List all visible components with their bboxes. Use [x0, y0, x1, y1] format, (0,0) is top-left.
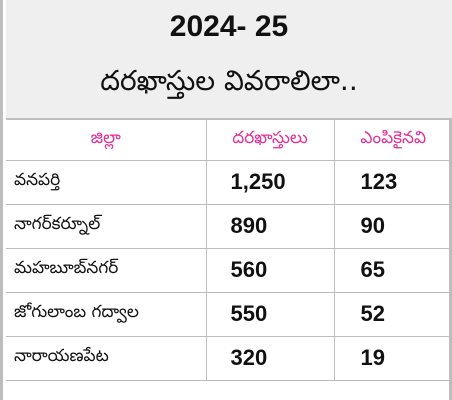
- district-cell: నారాయణపేట: [6, 335, 207, 381]
- table-row: నాగర్‌కర్నూల్ 890 90: [6, 203, 452, 249]
- column-header-district: జిల్లా: [6, 120, 207, 161]
- column-header-applications: దరఖాస్తులు: [205, 120, 335, 161]
- selected-cell: 123: [333, 159, 452, 205]
- header-panel: 2024- 25 దరఖాస్తుల వివరాలిలా..: [6, 0, 452, 120]
- district-cell: జోగులాంబ గద్వాల: [6, 291, 207, 337]
- selected-cell: 65: [333, 247, 452, 293]
- selected-cell: 52: [333, 291, 452, 337]
- selected-cell: 90: [333, 203, 452, 249]
- selected-cell: 19: [333, 335, 452, 381]
- district-cell: వనపర్తి: [6, 159, 207, 205]
- table-row: నారాయణపేట 320 19: [6, 335, 452, 381]
- table-header-row: జిల్లా దరఖాస్తులు ఎంపికైనవి: [6, 120, 452, 161]
- table-row: వనపర్తి 1,250 123: [6, 159, 452, 205]
- applications-cell: 560: [205, 247, 335, 293]
- district-cell: నాగర్‌కర్నూల్: [6, 203, 207, 249]
- page-title: 2024- 25: [169, 10, 289, 43]
- table-row: మహబూబ్‌నగర్ 560 65: [6, 247, 452, 293]
- table-row: జోగులాంబ గద్వాల 550 52: [6, 291, 452, 337]
- data-table: జిల్లా దరఖాస్తులు ఎంపికైనవి వనపర్తి 1,25…: [6, 120, 452, 381]
- applications-cell: 890: [205, 203, 335, 249]
- applications-cell: 550: [205, 291, 335, 337]
- applications-cell: 320: [205, 335, 335, 381]
- applications-cell: 1,250: [205, 159, 335, 205]
- district-cell: మహబూబ్‌నగర్: [6, 247, 207, 293]
- column-header-selected: ఎంపికైనవి: [333, 120, 452, 161]
- page-subtitle: దరఖాస్తుల వివరాలిలా..: [100, 64, 358, 97]
